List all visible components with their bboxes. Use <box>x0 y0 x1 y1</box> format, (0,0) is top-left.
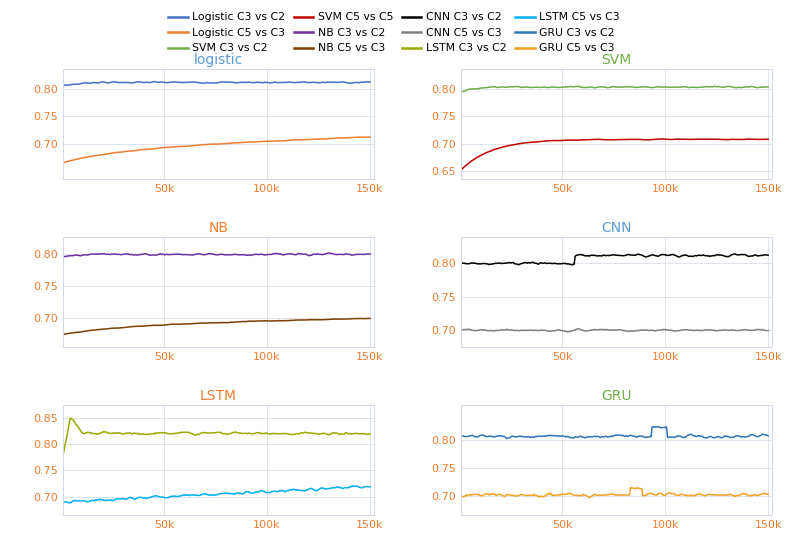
Title: logistic: logistic <box>194 53 243 67</box>
Title: CNN: CNN <box>601 221 632 236</box>
Legend: Logistic C3 vs C2, Logistic C5 vs C3, SVM C3 vs C2, SVM C5 vs C5, NB C3 vs C2, N: Logistic C3 vs C2, Logistic C5 vs C3, SV… <box>169 13 619 53</box>
Title: LSTM: LSTM <box>200 390 237 403</box>
Title: NB: NB <box>209 221 229 236</box>
Title: GRU: GRU <box>601 390 632 403</box>
Title: SVM: SVM <box>601 53 632 67</box>
